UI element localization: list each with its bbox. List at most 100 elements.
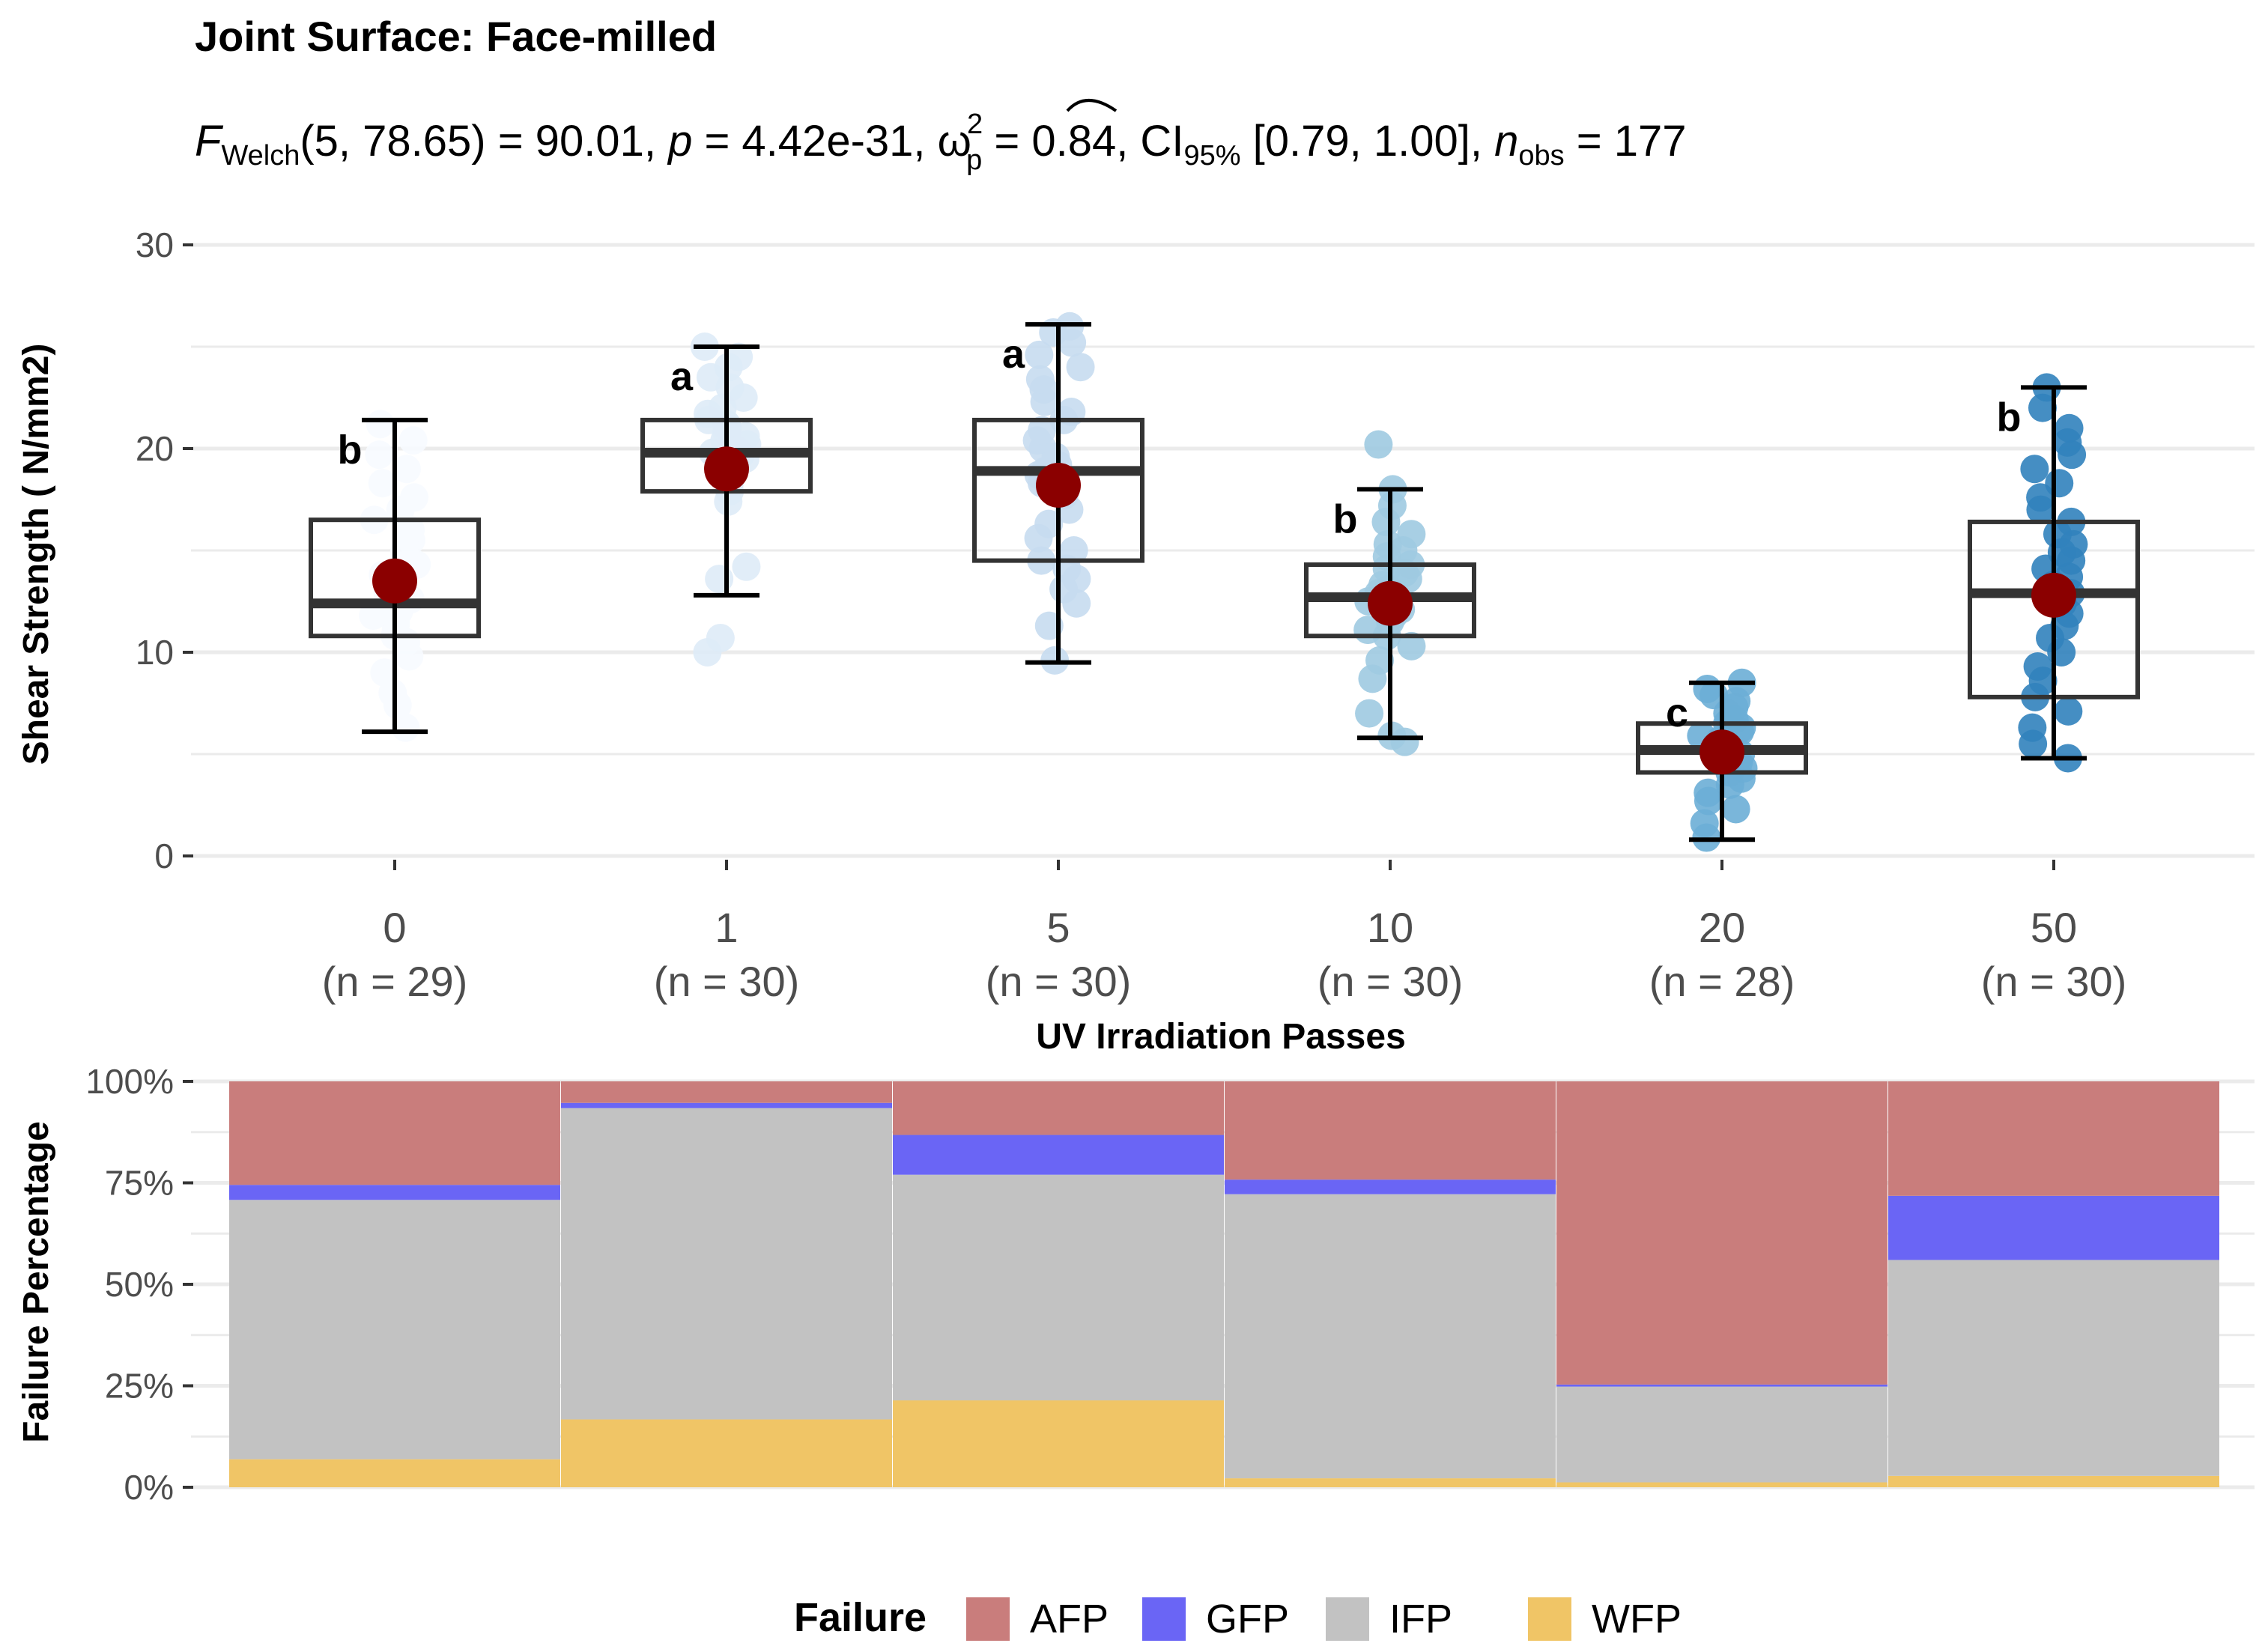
data-point [1397, 520, 1426, 549]
significance-letter: b [1997, 395, 2022, 440]
data-point [1693, 674, 1722, 703]
legend-label-AFP: AFP [1030, 1597, 1109, 1642]
bar-AFP-1 [561, 1081, 892, 1103]
data-point [1364, 430, 1393, 459]
bar-GFP-50 [1888, 1195, 2219, 1260]
data-point [1059, 536, 1088, 565]
x-tick-label-20: 20 [1699, 904, 1745, 951]
x-tick-n-20: (n = 28) [1649, 958, 1795, 1005]
data-point [1025, 340, 1054, 369]
y-tick-label-0: 0 [154, 836, 174, 875]
x-tick-n-0: (n = 29) [322, 958, 468, 1005]
legend: Failure AFP GFP IFP WFP [794, 1595, 1682, 1642]
y-tick-label-10: 10 [136, 633, 174, 672]
subtitle-f: F [195, 117, 224, 165]
x-tick-n-10: (n = 30) [1318, 958, 1464, 1005]
data-point [705, 565, 734, 594]
data-point [732, 552, 761, 581]
box-group-50: b [1968, 373, 2140, 773]
bar-GFP-1 [561, 1102, 892, 1108]
legend-swatch-WFP [1528, 1597, 1571, 1641]
bar-GFP-10 [1225, 1179, 1556, 1194]
subtitle-omega-sub: p [966, 145, 982, 176]
data-point [370, 658, 399, 687]
data-point [400, 483, 429, 512]
data-point [1365, 646, 1395, 675]
bar-AFP-10 [1225, 1081, 1556, 1180]
y-tick-label-30: 30 [136, 225, 174, 264]
x-tick-n-5: (n = 30) [986, 958, 1132, 1005]
failure-y-axis: 0% 25% 50% 75% 100% [85, 1062, 193, 1507]
data-point [398, 426, 428, 455]
chart-subtitle: FWelch(5, 78.65) = 90.01, p = 4.42e-31, … [195, 109, 1687, 176]
data-point [2018, 713, 2047, 742]
mean-point [1036, 462, 1081, 508]
bar-IFP-5 [893, 1174, 1224, 1401]
bar-IFP-10 [1225, 1194, 1556, 1479]
mean-point [2031, 572, 2076, 618]
data-point [2055, 413, 2084, 443]
data-point [2020, 455, 2049, 484]
bar-GFP-5 [893, 1135, 1224, 1175]
mean-point [372, 558, 417, 604]
subtitle-n-sub: obs [1518, 140, 1564, 171]
data-point [1373, 529, 1402, 559]
bar-GFP-20 [1556, 1384, 1888, 1387]
subtitle-n-value: = 177 [1565, 117, 1687, 165]
bar-WFP-5 [893, 1400, 1224, 1487]
mean-point [1368, 580, 1413, 626]
significance-letter: b [338, 428, 363, 473]
data-point [2054, 696, 2083, 726]
x-tick-n-50: (n = 30) [1981, 958, 2127, 1005]
legend-swatch-AFP [966, 1597, 1010, 1641]
data-point [724, 342, 754, 371]
bar-AFP-5 [893, 1081, 1224, 1135]
significance-letter: a [1002, 332, 1025, 377]
bar-IFP-0 [229, 1200, 560, 1460]
bar-IFP-50 [1888, 1260, 2219, 1476]
legend-label-IFP: IFP [1389, 1597, 1452, 1642]
bar-IFP-20 [1556, 1386, 1888, 1483]
legend-swatch-GFP [1142, 1597, 1186, 1641]
legend-label-GFP: GFP [1206, 1597, 1289, 1642]
data-point [1066, 353, 1095, 382]
failure-bar-panel: 0% 25% 50% 75% 100% Failure Percentage [16, 1062, 2255, 1507]
x-tick-label-0: 0 [383, 904, 406, 951]
legend-swatch-IFP [1326, 1597, 1369, 1641]
data-point [2045, 469, 2074, 498]
y-axis-title-failure: Failure Percentage [16, 1121, 56, 1443]
data-point [391, 713, 420, 742]
data-point [368, 469, 397, 498]
data-point [1690, 809, 1719, 838]
subtitle-p: p [667, 117, 692, 165]
subtitle-ci-sub: 95% [1183, 140, 1240, 171]
box-group-20: c [1636, 668, 1808, 852]
subtitle-ci-value: [0.79, 1.00], [1241, 117, 1495, 165]
data-point [392, 455, 421, 484]
bar-GFP-0 [229, 1185, 560, 1200]
omega-hat [1066, 99, 1118, 112]
data-point [1694, 778, 1723, 807]
boxplot-y-axis: 0 10 20 30 [136, 225, 193, 875]
significance-letter: b [1333, 496, 1358, 541]
data-point [1034, 509, 1064, 538]
data-point [1355, 699, 1384, 728]
subtitle-p-value: = 4.42e-31, [692, 117, 937, 165]
data-point [1721, 795, 1750, 824]
bar-IFP-1 [561, 1108, 892, 1420]
failure-y-tick-label: 75% [105, 1164, 174, 1203]
x-tick-label-10: 10 [1367, 904, 1413, 951]
bar-WFP-10 [1225, 1478, 1556, 1487]
failure-y-tick-label: 100% [85, 1062, 174, 1101]
mean-point [1699, 729, 1744, 775]
data-point [706, 623, 735, 652]
subtitle-f-args: (5, 78.65) = 90.01, [300, 117, 668, 165]
bar-AFP-20 [1556, 1081, 1888, 1385]
legend-title: Failure [794, 1595, 927, 1640]
failure-y-tick-label: 0% [124, 1468, 174, 1507]
box-group-5: a [972, 312, 1144, 675]
y-axis-title-shear: Shear Strength ( N/mm2) [16, 344, 56, 765]
mean-point [704, 446, 749, 492]
bar-WFP-50 [1888, 1475, 2219, 1487]
